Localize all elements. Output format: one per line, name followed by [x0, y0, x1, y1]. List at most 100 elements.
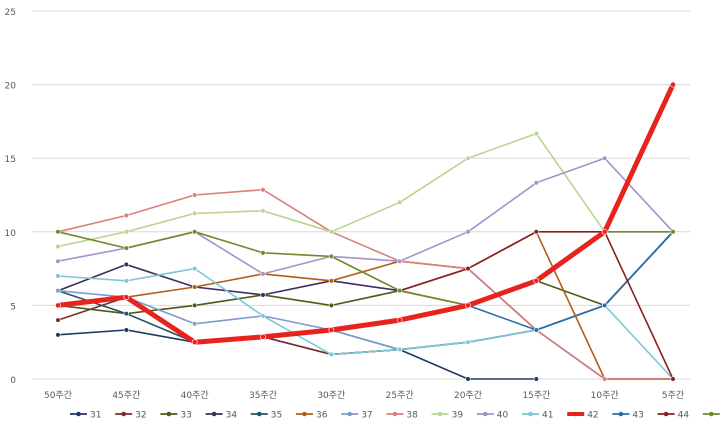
- data-point-45: [123, 245, 129, 251]
- series-40: [55, 155, 676, 277]
- data-point-42: [396, 317, 403, 324]
- data-point-42: [465, 302, 471, 309]
- data-point-41: [260, 313, 266, 319]
- data-point-39: [533, 131, 539, 137]
- legend-item-36: 36: [296, 411, 328, 421]
- data-point-40: [533, 180, 539, 186]
- data-point-42: [670, 81, 676, 88]
- series-line-39: [57, 132, 674, 248]
- legend-item-37: 37: [341, 411, 373, 421]
- x-tick-label: 40주간: [181, 390, 209, 401]
- legend-item-31: 31: [70, 411, 101, 421]
- legend-marker: [483, 411, 488, 417]
- data-point-45: [192, 229, 198, 235]
- data-point-40: [397, 258, 403, 264]
- legend-marker: [347, 411, 353, 417]
- series-line-42: [55, 82, 676, 345]
- series-45: [55, 229, 676, 309]
- data-point-41: [397, 346, 403, 353]
- data-point-38: [123, 212, 129, 219]
- data-point-41: [123, 278, 129, 284]
- data-point-44: [670, 376, 676, 382]
- legend-label: 33: [180, 411, 191, 421]
- legend-item-33: 33: [160, 411, 192, 421]
- series-line-36: [57, 231, 674, 380]
- data-point-42: [123, 294, 130, 301]
- y-tick-label: 25: [5, 8, 16, 18]
- legend-item-34: 34: [205, 411, 238, 421]
- legend-item-42: 42: [567, 411, 599, 421]
- legend-marker: [437, 411, 443, 417]
- x-tick-label: 10주간: [591, 390, 619, 401]
- legend-marker: [618, 411, 624, 417]
- legend-label: 38: [406, 411, 418, 421]
- data-point-42: [533, 277, 540, 284]
- data-point-34: [123, 261, 129, 268]
- data-point-33: [328, 302, 334, 309]
- series-lines: [55, 81, 676, 382]
- data-point-36: [328, 278, 334, 284]
- legend-label: 41: [542, 411, 553, 421]
- legend-label: 36: [316, 411, 328, 421]
- data-point-43: [533, 327, 539, 333]
- data-point-45: [670, 229, 676, 235]
- data-point-35: [123, 311, 129, 317]
- x-tick-label: 30주간: [317, 390, 345, 401]
- data-point-31: [533, 376, 539, 382]
- legend-item-32: 32: [115, 411, 147, 421]
- data-point-42: [55, 302, 61, 309]
- axes: 0 5 10 15 20 25 50주간 45주간 40주간 35주간 30주간 25주간 20주간 15…: [5, 8, 685, 401]
- data-point-45: [328, 253, 334, 259]
- legend-marker: [573, 411, 578, 417]
- data-point-39: [123, 229, 129, 235]
- data-point-34: [260, 292, 266, 298]
- data-point-39: [192, 210, 198, 216]
- legend-marker: [392, 411, 398, 417]
- data-point-41: [192, 266, 198, 272]
- data-point-45: [397, 288, 403, 294]
- series-line-31: [57, 329, 538, 380]
- data-point-31: [55, 332, 61, 338]
- data-point-40: [260, 271, 266, 277]
- legend-label: 39: [452, 411, 464, 421]
- data-point-42: [328, 327, 335, 333]
- x-tick-label: 15주간: [522, 390, 550, 401]
- data-point-40: [55, 258, 61, 264]
- data-point-32: [55, 317, 61, 323]
- x-tick-label: 35주간: [249, 390, 277, 401]
- data-point-39: [260, 208, 266, 214]
- legend-label: 34: [226, 411, 238, 421]
- data-point-45: [55, 229, 61, 235]
- legend-label: 35: [271, 411, 282, 421]
- legend-marker: [121, 411, 126, 417]
- x-tick-label: 45주간: [112, 390, 140, 401]
- legend-item-35: 35: [250, 411, 282, 421]
- y-tick-label: 15: [5, 155, 16, 165]
- legend-item-40: 40: [476, 411, 509, 421]
- data-point-45: [260, 250, 266, 256]
- legend-item-41: 41: [522, 411, 553, 421]
- x-tick-label: 25주간: [386, 390, 414, 401]
- data-point-38: [192, 192, 198, 198]
- data-point-37: [55, 288, 61, 294]
- data-point-36: [192, 284, 198, 290]
- data-point-44: [533, 229, 539, 235]
- legend-label: 43: [632, 411, 643, 421]
- data-point-41: [55, 273, 61, 279]
- legend-marker: [663, 411, 669, 417]
- y-tick-label: 5: [10, 302, 16, 312]
- legend-item-44: 44: [657, 411, 689, 421]
- data-point-42: [260, 334, 266, 340]
- legend-label: 42: [587, 411, 598, 421]
- data-point-41: [465, 339, 471, 345]
- legend-item-45: 45: [702, 411, 720, 417]
- legend-marker: [211, 411, 217, 417]
- legend-marker: [528, 411, 533, 417]
- data-point-39: [328, 229, 334, 235]
- legend-marker: [302, 411, 307, 417]
- data-point-44: [465, 266, 471, 272]
- data-point-31: [465, 376, 471, 382]
- data-point-31: [123, 327, 129, 333]
- data-point-43: [602, 302, 608, 309]
- legend-marker: [166, 411, 172, 417]
